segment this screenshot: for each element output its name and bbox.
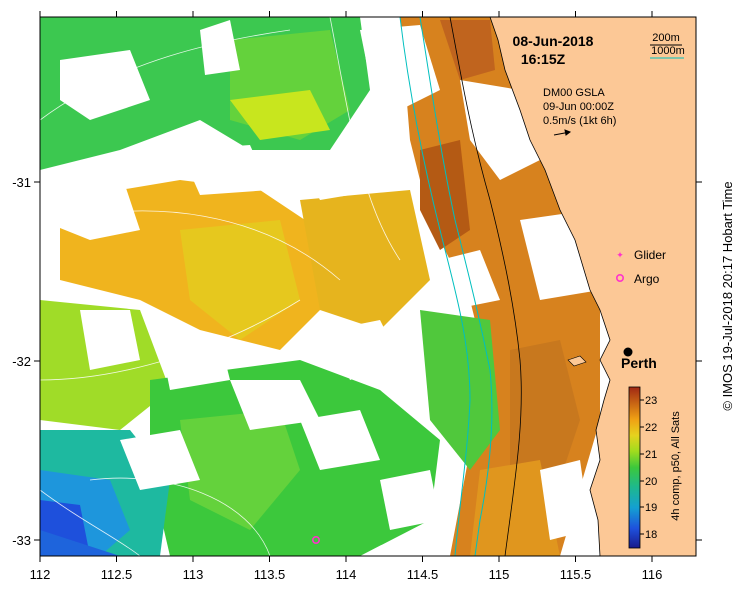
sst-patch-shelf-orange <box>470 460 560 556</box>
perth-label: Perth <box>621 355 657 371</box>
argo-legend-label: Argo <box>634 272 660 286</box>
colorbar-label: 4h comp, p50, All Sats <box>670 411 682 521</box>
glider-marker-icon: ✦ <box>616 250 624 260</box>
colorbar-tick-label: 19 <box>645 502 657 514</box>
isobath-200m <box>449 17 522 556</box>
sst-patch-coastal-green <box>420 310 500 470</box>
glider-legend-label: Glider <box>634 248 666 262</box>
colorbar: 23 22 21 20 19 18 4h comp, p50, All Sats <box>628 386 682 549</box>
y-tick-label: -32 <box>12 354 31 369</box>
y-tick-label: -33 <box>12 533 31 548</box>
gsla-title: DM00 GSLA <box>543 87 605 99</box>
sst-patch-east-orange <box>510 340 580 480</box>
x-tick-label: 112 <box>30 567 51 582</box>
sst-patch-south-yellow <box>40 530 120 556</box>
map-date: 08-Jun-2018 <box>513 33 594 49</box>
isobath-legend-200m: 200m <box>652 32 680 44</box>
sst-patch-coastal-dark <box>420 140 470 250</box>
colorbar-tick-label: 18 <box>645 529 657 541</box>
sst-patch-south-light <box>180 410 300 530</box>
colorbar-tick-label: 22 <box>645 422 657 434</box>
x-tick-label: 115.5 <box>560 567 592 582</box>
x-tick-label: 115 <box>489 567 510 582</box>
sst-patch-central-east <box>300 190 430 330</box>
gsla-time: 09-Jun 00:00Z <box>543 101 614 113</box>
velocity-scale-arrow <box>553 129 572 136</box>
x-tick-label: 112.5 <box>101 567 133 582</box>
x-tick-label: 114 <box>336 567 357 582</box>
axis-ticks <box>34 11 702 562</box>
argo-float-icon <box>311 535 320 544</box>
ssh-contours <box>40 17 401 556</box>
x-tick-label: 113.5 <box>254 567 286 582</box>
x-tick-label: 116 <box>642 567 663 582</box>
colorbar-tick-label: 23 <box>645 395 657 407</box>
land-australia <box>489 17 696 556</box>
colorbar-tick-label: 21 <box>645 449 657 461</box>
colorbar-tick-label: 20 <box>645 476 657 488</box>
rottnest-island <box>567 355 587 367</box>
isobath-1000m <box>419 17 493 556</box>
map-time: 16:15Z <box>521 51 566 67</box>
sst-patch-central-yellow <box>180 220 300 340</box>
isobath-1000m-alt <box>399 17 471 556</box>
gsla-scale: 0.5m/s (1kt 6h) <box>543 115 616 127</box>
x-tick-label: 113 <box>183 567 204 582</box>
x-tick-label: 114.5 <box>407 567 439 582</box>
cloud-gaps <box>40 20 600 540</box>
sst-patch-north-yellow <box>230 90 330 140</box>
perth-marker-icon <box>623 347 633 357</box>
imos-credit: © IMOS 19-Jul-2018 20:17 Hobart Time <box>720 181 735 411</box>
map-frame <box>39 16 697 557</box>
y-tick-label: -31 <box>12 175 31 190</box>
argo-marker-icon <box>615 273 624 282</box>
isobath-legend-1000m: 1000m <box>651 45 685 57</box>
